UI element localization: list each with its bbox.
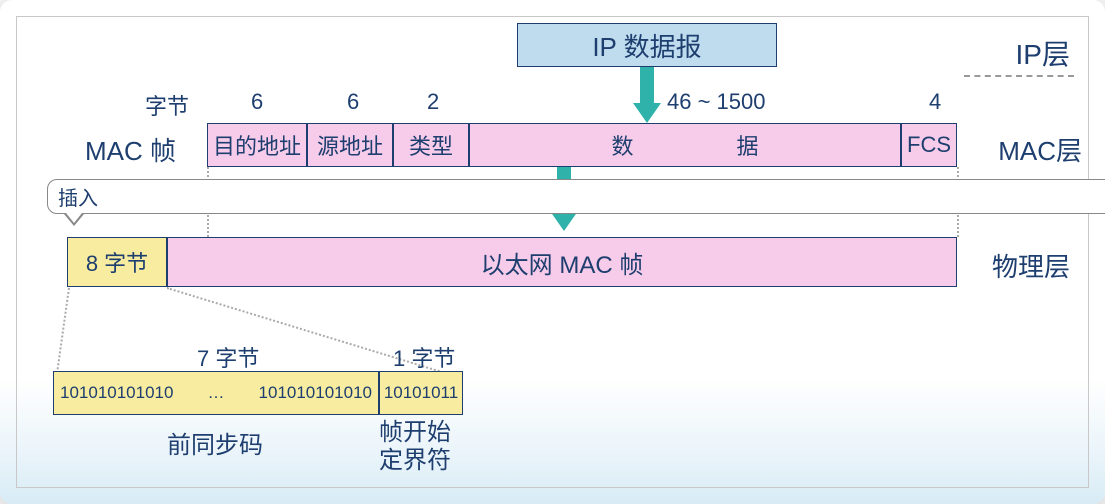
bytes-data: 46 ~ 1500 [667, 89, 765, 115]
field-data: 数 据 [469, 123, 901, 167]
field-data-l: 数 [611, 129, 633, 161]
field-dest: 目的地址 [207, 123, 307, 167]
insert-bubble-text: 插入 [58, 188, 98, 210]
preamble-7byte-box: 101010101010 … 101010101010 [53, 371, 379, 415]
preamble-bits-b: 101010101010 [259, 383, 372, 403]
preamble-bits-dots: … [208, 383, 225, 403]
preamble-bits-a: 101010101010 [60, 383, 173, 403]
preamble-len1: 1 字节 [393, 341, 455, 373]
bytes-dest: 6 [251, 89, 263, 115]
bytes-fcs: 4 [929, 89, 941, 115]
arrow-ip-head [633, 103, 661, 123]
preamble-len7: 7 字节 [197, 341, 259, 373]
preamble-label1: 帧开始 定界符 [379, 419, 451, 474]
arrow-mac-head [550, 211, 578, 231]
eight-byte-box: 8 字节 [67, 237, 167, 287]
eth-frame-box: 以太网 MAC 帧 [167, 237, 957, 287]
layer-phy-label: 物理层 [992, 247, 1070, 284]
insert-bubble: 插入 [47, 179, 1105, 214]
layer-ip-label: IP层 [1016, 33, 1070, 73]
field-src: 源地址 [307, 123, 393, 167]
diagram-card: IP层 MAC层 物理层 IP 数据报 字节 MAC 帧 6 6 2 46 ~ … [0, 0, 1105, 504]
preamble-1byte-box: 10101011 [379, 371, 463, 415]
bytes-src: 6 [347, 89, 359, 115]
byte-label: 字节 [145, 89, 189, 121]
preamble-label7: 前同步码 [167, 425, 263, 460]
field-data-r: 据 [736, 129, 758, 161]
arrow-ip-stem [640, 67, 654, 105]
field-type: 类型 [393, 123, 469, 167]
mac-frame-label: MAC 帧 [85, 131, 176, 168]
preamble-label1-l2: 定界符 [379, 447, 451, 475]
preamble-label1-l1: 帧开始 [379, 419, 451, 447]
field-fcs: FCS [901, 123, 957, 167]
guide-diag-left [55, 288, 70, 377]
layer-divider-1 [964, 75, 1074, 77]
layer-mac-label: MAC层 [998, 131, 1082, 168]
diagram-inner: IP层 MAC层 物理层 IP 数据报 字节 MAC 帧 6 6 2 46 ~ … [16, 16, 1089, 488]
bytes-type: 2 [427, 89, 439, 115]
ip-datagram-box: IP 数据报 [517, 23, 777, 67]
